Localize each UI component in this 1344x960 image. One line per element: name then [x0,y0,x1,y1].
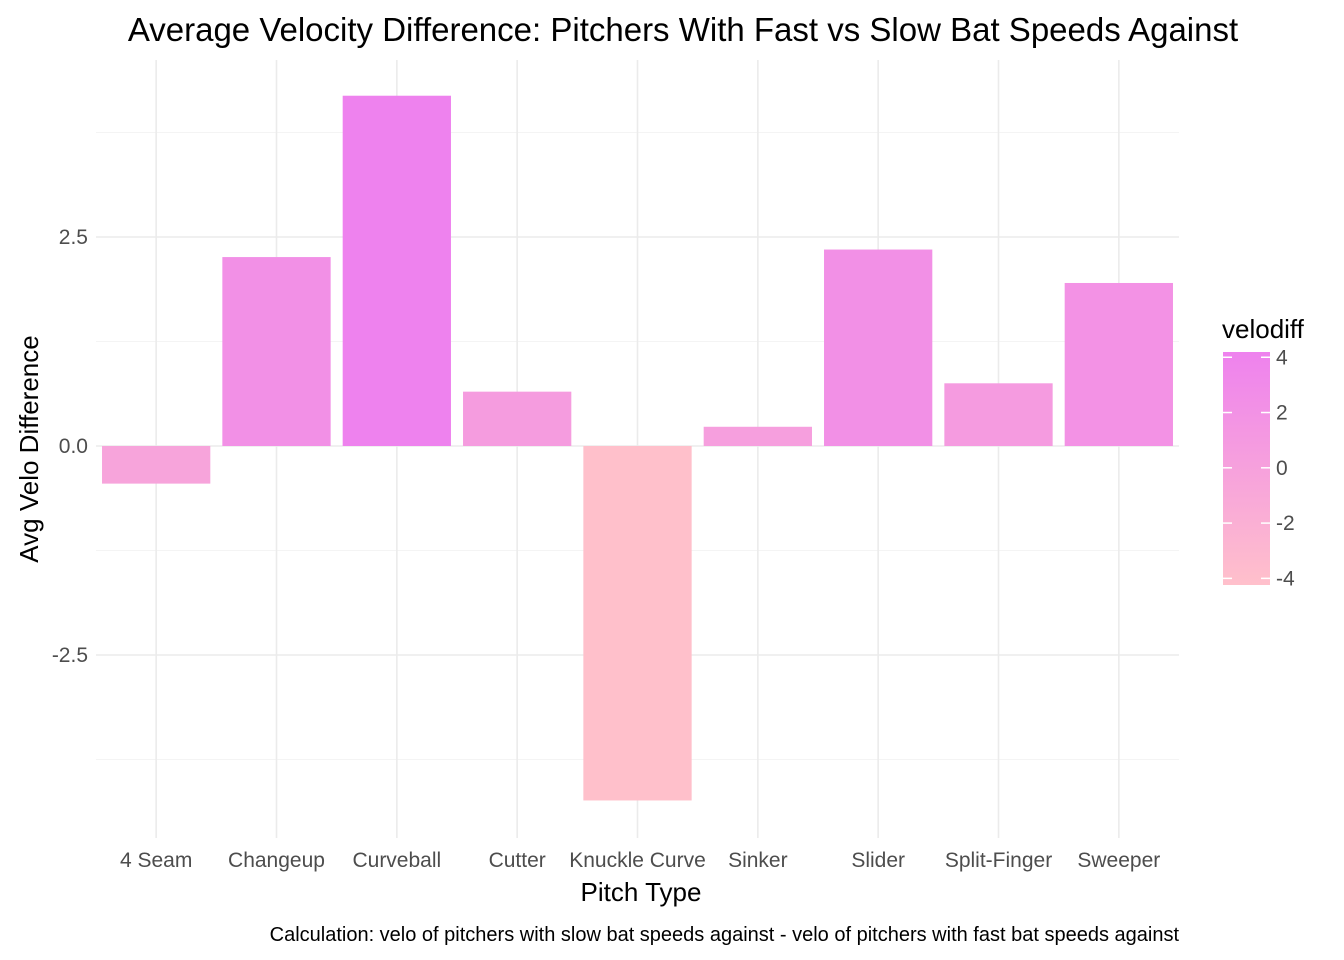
legend-title: velodiff [1222,314,1305,344]
x-tick-label: Split-Finger [945,849,1052,872]
bar-curveball [342,95,451,446]
legend-tick-label: 4 [1276,346,1288,369]
x-tick-label: Sweeper [1077,849,1160,872]
x-tick-label: Changeup [228,849,325,872]
color-legend: velodiff 4 2 0 -2 -4 [1222,314,1305,590]
bars [102,95,1173,801]
bar-sinker [703,426,812,446]
x-tick-label: 4 Seam [120,849,192,872]
caption: Calculation: velo of pitchers with slow … [270,924,1180,946]
y-tick-label: -2.5 [52,644,88,667]
bar-changeup [222,257,331,446]
y-tick-label: 0.0 [59,435,88,458]
bar-sweeper [1064,282,1173,446]
bar-4-seam [102,446,211,484]
chart-title: Average Velocity Difference: Pitchers Wi… [128,11,1238,48]
x-tick-labels: 4 Seam Changeup Curveball Cutter Knuckle Cur… [120,849,1160,872]
x-tick-label: Slider [851,849,905,872]
bar-cutter [463,391,572,446]
x-tick-label: Knuckle Curve [569,849,706,872]
y-tick-label: 2.5 [59,226,88,249]
y-tick-labels: -2.5 0.0 2.5 [52,226,88,667]
y-axis-title: Avg Velo Difference [14,335,44,562]
x-tick-label: Curveball [352,849,441,872]
x-tick-label: Sinker [728,849,788,872]
bar-slider [824,249,933,446]
bar-split-finger [944,383,1053,446]
legend-tick-label: -2 [1276,512,1295,535]
legend-tick-label: -4 [1276,567,1295,590]
x-axis-title: Pitch Type [581,877,702,907]
legend-tick-label: 0 [1276,457,1288,480]
legend-ticks: 4 2 0 -2 -4 [1223,346,1295,590]
legend-tick-label: 2 [1276,402,1288,425]
bar-knuckle-curve [583,446,692,801]
x-tick-label: Cutter [489,849,546,872]
